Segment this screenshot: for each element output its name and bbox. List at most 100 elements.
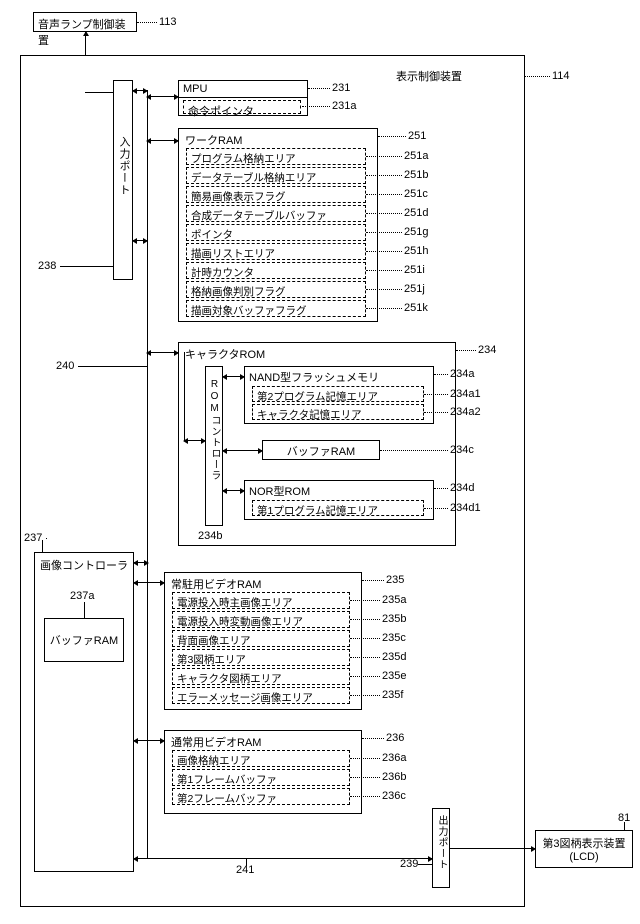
ref-231a: 231a: [332, 100, 356, 112]
img-ctrl-label: 画像コントローラ: [35, 553, 133, 577]
bus241-h: [134, 858, 432, 859]
ref-239: 239: [400, 858, 418, 870]
lcd-label2: (LCD): [538, 851, 630, 863]
nand-title: NAND型フラッシュメモリ: [245, 367, 433, 387]
conn-buf: [223, 450, 262, 451]
row: キャラクタ図柄エリア: [172, 668, 350, 685]
leader-113: [137, 22, 157, 23]
mpu-row-0: 命令ポインタ: [183, 100, 301, 114]
row-ref: 235f: [382, 689, 403, 701]
ref-235: 235: [386, 574, 404, 586]
input-port-label: 入力ポート: [116, 136, 132, 196]
row-ref: 234a2: [450, 406, 481, 418]
row-ref: 251i: [404, 264, 425, 276]
row: 描画対象バッファフラグ: [186, 300, 366, 317]
row: 第2プログラム記憶エリア: [252, 386, 424, 402]
row-ref: 251g: [404, 226, 428, 238]
img-bufram: バッファRAM: [44, 618, 124, 662]
conn-resvram: [134, 582, 164, 583]
mpu-title: MPU: [179, 81, 307, 98]
bus-v2: [147, 243, 148, 543]
row-ref: 251d: [404, 207, 428, 219]
row-ref: 235d: [382, 651, 406, 663]
row-ref: 251j: [404, 283, 425, 295]
row: 画像格納エリア: [172, 750, 350, 767]
lcd-box: 第3図柄表示装置 (LCD): [535, 830, 633, 868]
ref-234: 234: [478, 344, 496, 356]
lead-241v: [246, 858, 247, 866]
lcd-label1: 第3図柄表示装置: [538, 835, 630, 851]
bus-v1: [147, 90, 148, 243]
row: 簡易画像表示フラグ: [186, 186, 366, 203]
lead-235: [362, 580, 384, 581]
lead-236: [362, 738, 384, 739]
lead-234d: [434, 488, 448, 489]
row-ref: 251a: [404, 150, 428, 162]
row-ref: 235a: [382, 594, 406, 606]
ref-114: 114: [552, 70, 570, 82]
bufram-box: バッファRAM: [262, 440, 380, 460]
row: 第1プログラム記憶エリア: [252, 500, 424, 516]
lead-234a: [434, 374, 448, 375]
conn-mpu: [147, 96, 178, 97]
row: 格納画像判別フラグ: [186, 281, 366, 298]
row: ポインタ: [186, 224, 366, 241]
row: 描画リストエリア: [186, 243, 366, 260]
lead-240: [78, 366, 147, 367]
row-ref: 234d1: [450, 502, 481, 514]
lead-239: [418, 864, 432, 865]
ref-234b: 234b: [198, 530, 222, 542]
conn-lcd: [450, 848, 535, 849]
bus241-v: [147, 563, 148, 859]
lead-231: [308, 88, 330, 89]
row-ref: 251h: [404, 245, 428, 257]
bus241-hL: [134, 858, 147, 859]
row: 背面画像エリア: [172, 630, 350, 647]
conn-in-h: [85, 92, 113, 93]
row: 第3図柄エリア: [172, 649, 350, 666]
row-ref: 251k: [404, 302, 428, 314]
row: 電源投入時主画像エリア: [172, 592, 350, 609]
row-ref: 251b: [404, 169, 428, 181]
conn-nor: [223, 490, 244, 491]
row: 第2フレームバッファ: [172, 788, 350, 805]
ref-251: 251: [408, 130, 426, 142]
rom-ctrl-label: ROMコントローラ: [207, 379, 222, 481]
ref-237: 237: [24, 532, 42, 544]
row-ref: 236c: [382, 790, 406, 802]
row: 計時カウンタ: [186, 262, 366, 279]
ref-234a: 234a: [450, 368, 474, 380]
lead-81: [624, 822, 625, 830]
row-ref: 251c: [404, 188, 428, 200]
noop: [46, 538, 47, 539]
conn-workram: [147, 140, 178, 141]
lead-237: [42, 540, 43, 552]
ref-231: 231: [332, 82, 350, 94]
img-bufram-label: バッファRAM: [50, 632, 118, 648]
rom-ctrl: ROMコントローラ: [205, 366, 223, 526]
ref-237a: 237a: [70, 590, 94, 602]
conn-romctrl-bus: [184, 440, 205, 441]
row-ref: 235e: [382, 670, 406, 682]
romctrl-busv: [184, 352, 185, 440]
lead-234: [456, 350, 476, 351]
row: エラーメッセージ画像エリア: [172, 687, 350, 704]
out-port: 出力ポート: [432, 808, 450, 888]
lead-238: [60, 266, 113, 267]
ref-234c: 234c: [450, 444, 474, 456]
nor-title: NOR型ROM: [245, 481, 433, 501]
lead-251: [378, 136, 406, 137]
lead-237a-v: [84, 602, 85, 618]
audio-lamp-label: 音声ランプ制御装置: [38, 19, 126, 47]
row-ref: 234a1: [450, 388, 481, 400]
lead-234c: [380, 450, 448, 451]
bus-v3: [147, 543, 148, 563]
bufram-label: バッファRAM: [287, 446, 355, 458]
row-ref: 235b: [382, 613, 406, 625]
bus-in-top: [133, 90, 147, 91]
row: 合成データテーブルバッファ: [186, 205, 366, 222]
bus-in-bot: [133, 240, 147, 241]
row: 第1フレームバッファ: [172, 769, 350, 786]
conn-imgctrl: [134, 562, 148, 563]
ref-240: 240: [56, 360, 74, 372]
